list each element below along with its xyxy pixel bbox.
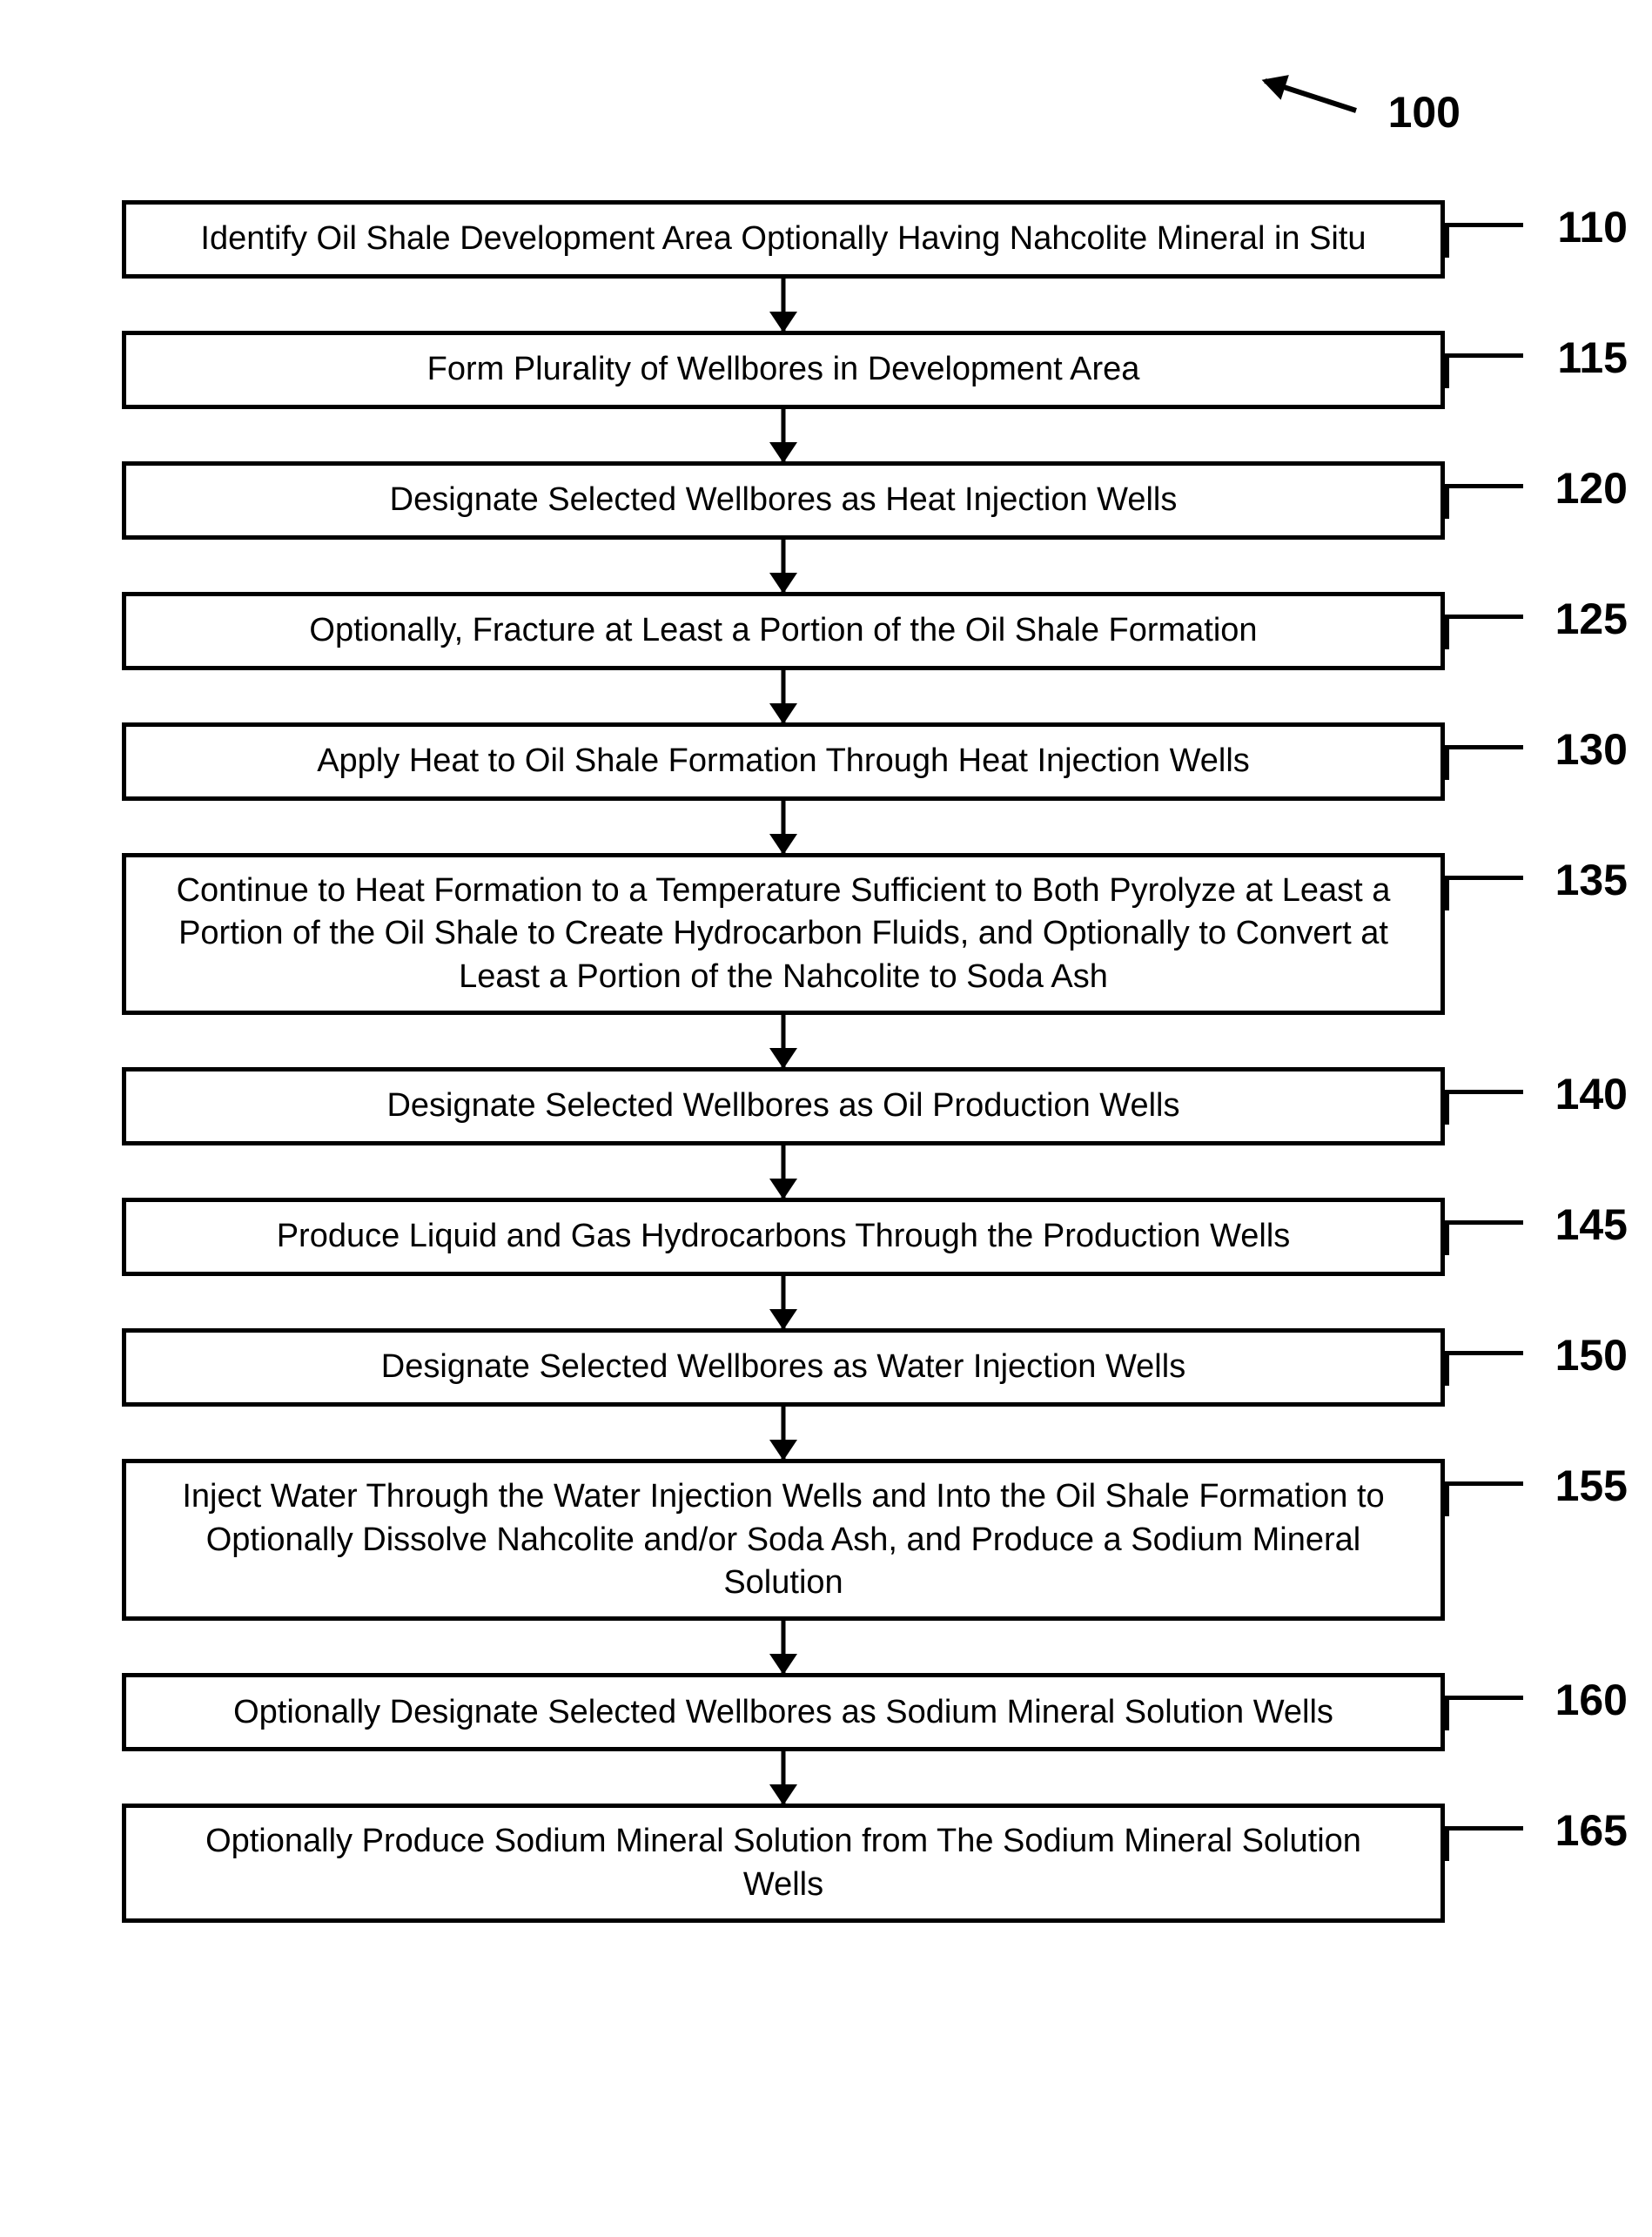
flow-connector	[122, 1276, 1445, 1328]
flow-step-text: Designate Selected Wellbores as Oil Prod…	[386, 1085, 1179, 1127]
flow-step: Form Plurality of Wellbores in Developme…	[122, 331, 1445, 409]
flow-step-box: Optionally, Fracture at Least a Portion …	[122, 592, 1445, 670]
flowchart-page: 100 Identify Oil Shale Development Area …	[0, 0, 1652, 2237]
ref-tick	[1445, 484, 1523, 488]
flow-step: Apply Heat to Oil Shale Formation Throug…	[122, 722, 1445, 801]
flow-connector	[122, 279, 1445, 331]
arrowhead-down-icon	[769, 1440, 797, 1461]
flow-step-box: Optionally Produce Sodium Mineral Soluti…	[122, 1804, 1445, 1923]
flow-step-ref: 115	[1557, 333, 1628, 383]
flow-connector	[122, 1015, 1445, 1067]
flow-step: Produce Liquid and Gas Hydrocarbons Thro…	[122, 1198, 1445, 1276]
flow-step-ref: 150	[1555, 1330, 1628, 1380]
main-ref-arrow	[1264, 78, 1356, 113]
arrowhead-down-icon	[769, 442, 797, 463]
flow-step-box: Produce Liquid and Gas Hydrocarbons Thro…	[122, 1198, 1445, 1276]
flow-connector	[122, 1145, 1445, 1198]
arrowhead-down-icon	[769, 1654, 797, 1675]
main-ref-label: 100	[1388, 87, 1461, 138]
flow-step-text: Optionally, Fracture at Least a Portion …	[309, 609, 1257, 652]
flow-connector	[122, 540, 1445, 592]
arrowhead-down-icon	[769, 573, 797, 594]
arrowhead-down-icon	[769, 834, 797, 855]
flow-step: Identify Oil Shale Development Area Opti…	[122, 200, 1445, 279]
flow-step-box: Designate Selected Wellbores as Heat Inj…	[122, 461, 1445, 540]
flow-step-text: Designate Selected Wellbores as Water In…	[381, 1346, 1185, 1388]
flow-connector	[122, 801, 1445, 853]
flow-connector	[122, 1621, 1445, 1673]
arrowhead-down-icon	[769, 1048, 797, 1069]
ref-tick	[1445, 615, 1449, 649]
flow-step: Continue to Heat Formation to a Temperat…	[122, 853, 1445, 1015]
flow-step-text: Continue to Heat Formation to a Temperat…	[161, 870, 1406, 998]
flow-step-box: Form Plurality of Wellbores in Developme…	[122, 331, 1445, 409]
flow-step-ref: 125	[1555, 594, 1628, 644]
ref-tick	[1445, 1220, 1523, 1225]
ref-tick	[1445, 353, 1449, 388]
flow-connector	[122, 670, 1445, 722]
flow-connector	[122, 1407, 1445, 1459]
arrowhead-down-icon	[769, 703, 797, 724]
flow-step-box: Designate Selected Wellbores as Water In…	[122, 1328, 1445, 1407]
flow-step: Designate Selected Wellbores as Heat Inj…	[122, 461, 1445, 540]
ref-tick	[1445, 1351, 1449, 1386]
arrowhead-down-icon	[769, 312, 797, 333]
ref-tick	[1445, 876, 1449, 910]
ref-tick	[1445, 1090, 1523, 1094]
ref-tick	[1445, 353, 1523, 358]
flow-step-box: Optionally Designate Selected Wellbores …	[122, 1673, 1445, 1751]
flowchart-column: Identify Oil Shale Development Area Opti…	[122, 200, 1445, 1923]
flow-step-ref: 130	[1555, 724, 1628, 775]
ref-tick	[1445, 745, 1449, 780]
ref-tick	[1445, 1826, 1449, 1861]
ref-tick	[1445, 615, 1523, 619]
ref-tick	[1445, 1351, 1523, 1355]
flow-step-ref: 160	[1555, 1675, 1628, 1725]
ref-tick	[1445, 1696, 1449, 1730]
ref-tick	[1445, 223, 1449, 258]
flow-step: Designate Selected Wellbores as Water In…	[122, 1328, 1445, 1407]
arrowhead-down-icon	[769, 1309, 797, 1330]
flow-step-text: Optionally Designate Selected Wellbores …	[233, 1691, 1333, 1734]
flow-step-text: Apply Heat to Oil Shale Formation Throug…	[317, 740, 1250, 783]
arrowhead-down-icon	[769, 1784, 797, 1805]
flow-step-ref: 140	[1555, 1069, 1628, 1119]
flow-step-box: Identify Oil Shale Development Area Opti…	[122, 200, 1445, 279]
ref-tick	[1445, 1220, 1449, 1255]
flow-connector	[122, 1751, 1445, 1804]
flow-step-ref: 110	[1557, 202, 1628, 252]
ref-tick	[1445, 1696, 1523, 1700]
flow-step-box: Continue to Heat Formation to a Temperat…	[122, 853, 1445, 1015]
flow-step-box: Inject Water Through the Water Injection…	[122, 1459, 1445, 1621]
arrowhead-down-icon	[769, 1179, 797, 1199]
ref-tick	[1445, 1826, 1523, 1831]
flow-step-ref: 165	[1555, 1805, 1628, 1856]
flow-step-text: Designate Selected Wellbores as Heat Inj…	[390, 479, 1178, 521]
flow-step-text: Inject Water Through the Water Injection…	[161, 1475, 1406, 1604]
ref-tick	[1445, 1481, 1523, 1486]
flow-connector	[122, 409, 1445, 461]
ref-tick	[1445, 484, 1449, 519]
flow-step-text: Form Plurality of Wellbores in Developme…	[427, 348, 1140, 391]
flow-step-text: Produce Liquid and Gas Hydrocarbons Thro…	[277, 1215, 1291, 1258]
flow-step: Inject Water Through the Water Injection…	[122, 1459, 1445, 1621]
ref-tick	[1445, 876, 1523, 880]
flow-step-box: Designate Selected Wellbores as Oil Prod…	[122, 1067, 1445, 1145]
flow-step: Designate Selected Wellbores as Oil Prod…	[122, 1067, 1445, 1145]
flow-step-ref: 145	[1555, 1199, 1628, 1250]
flow-step: Optionally Designate Selected Wellbores …	[122, 1673, 1445, 1751]
flow-step-text: Optionally Produce Sodium Mineral Soluti…	[161, 1820, 1406, 1906]
ref-tick	[1445, 745, 1523, 749]
flow-step-text: Identify Oil Shale Development Area Opti…	[200, 218, 1366, 260]
flow-step-ref: 155	[1555, 1461, 1628, 1511]
ref-tick	[1445, 1090, 1449, 1125]
flow-step: Optionally, Fracture at Least a Portion …	[122, 592, 1445, 670]
flow-step-ref: 135	[1555, 855, 1628, 905]
flow-step-ref: 120	[1555, 463, 1628, 514]
flow-step: Optionally Produce Sodium Mineral Soluti…	[122, 1804, 1445, 1923]
flow-step-box: Apply Heat to Oil Shale Formation Throug…	[122, 722, 1445, 801]
ref-tick	[1445, 223, 1523, 227]
ref-tick	[1445, 1481, 1449, 1516]
